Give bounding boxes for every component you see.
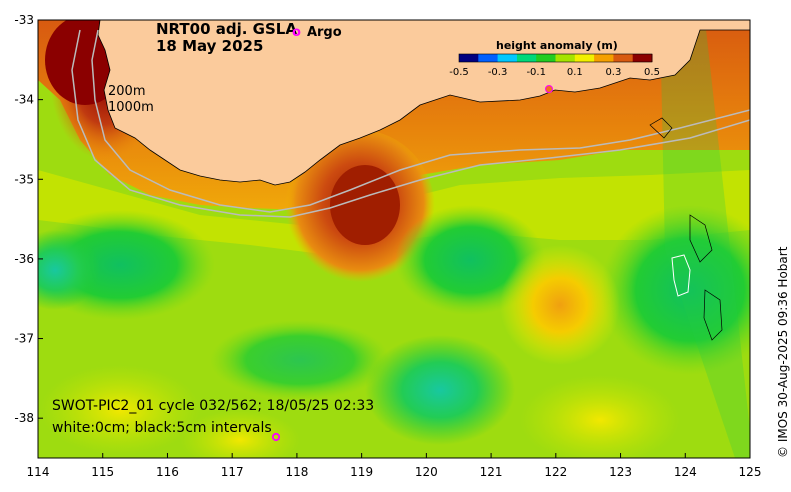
colorbar-swatch (555, 54, 576, 62)
colorbar-swatch (497, 54, 518, 62)
x-tick-label: 122 (544, 465, 567, 479)
x-tick-label: 114 (27, 465, 50, 479)
colorbar-tick-label: -0.5 (449, 67, 469, 78)
y-tick-label: -36 (14, 252, 34, 266)
swot-pass-info: SWOT-PIC2_01 cycle 032/562; 18/05/25 02:… (52, 398, 375, 414)
contour-info: white:0cm; black:5cm intervals (52, 420, 272, 436)
colorbar-title: height anomaly (m) (496, 39, 618, 52)
colorbar-tick-label: 0.5 (644, 67, 660, 78)
isobath-label-200m: 200m (108, 84, 146, 99)
x-tick-label: 123 (609, 465, 632, 479)
colorbar: -0.5 -0.3 -0.1 0.1 0.3 0.5 (449, 53, 660, 78)
colorbar-tick-label: -0.3 (488, 67, 508, 78)
x-tick-label: 119 (350, 465, 373, 479)
x-tick-label: 117 (221, 465, 244, 479)
x-tick-label: 124 (674, 465, 697, 479)
map-title: NRT00 adj. GSLA (156, 20, 297, 38)
imos-credit: © IMOS 30-Aug-2025 09:36 Hobart (776, 246, 790, 458)
colorbar-outline (458, 53, 653, 63)
x-tick-label: 125 (739, 465, 762, 479)
x-tick-label: 115 (91, 465, 114, 479)
y-tick-label: -37 (14, 332, 34, 346)
y-tick-label: -34 (14, 93, 34, 107)
x-tick-label: 118 (285, 465, 308, 479)
y-axis: -33 -34 -35 -36 -37 -38 (14, 13, 43, 425)
x-tick-label: 116 (156, 465, 179, 479)
argo-marker-icon: o (292, 25, 301, 40)
y-tick-label: -35 (14, 172, 34, 186)
colorbar-swatch (536, 54, 556, 62)
colorbar-swatch (594, 54, 614, 62)
colorbar-tick-label: 0.1 (567, 67, 583, 78)
map-date: 18 May 2025 (156, 37, 264, 55)
isobath-200m (91, 29, 750, 213)
argo-legend-label: Argo (306, 25, 342, 40)
colorbar-swatch (613, 54, 634, 62)
isobath-1000m (71, 29, 750, 218)
colorbar-swatch (516, 54, 537, 62)
y-tick-label: -33 (14, 13, 34, 27)
colorbar-tick-label: 0.3 (605, 67, 621, 78)
x-tick-label: 120 (415, 465, 438, 479)
x-axis: 114 115 116 117 118 119 120 121 122 123 124 125 (27, 453, 762, 479)
colorbar-swatch (574, 54, 595, 62)
colorbar-swatch (632, 54, 653, 62)
colorbar-tick-label: -0.1 (526, 67, 546, 78)
isobath-label-1000m: 1000m (108, 100, 154, 115)
colorbar-swatch (459, 54, 479, 62)
argo-legend: o Argo (292, 25, 342, 40)
x-tick-label: 121 (480, 465, 503, 479)
sea-level-field (38, 20, 750, 458)
y-tick-label: -38 (14, 411, 34, 425)
colorbar-swatch (478, 54, 499, 62)
